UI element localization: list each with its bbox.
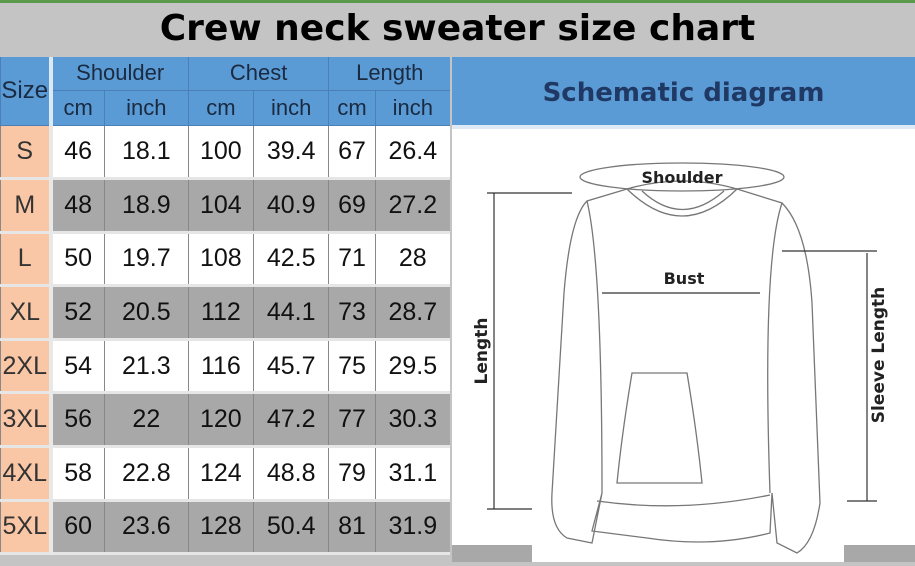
sweater-body-outline	[551, 180, 821, 554]
value-cell: 120	[187, 392, 254, 449]
value-cell: 58	[50, 446, 105, 502]
value-cell: 69	[328, 178, 376, 234]
value-cell: 108	[187, 232, 254, 288]
unit-header: inch	[252, 90, 329, 126]
value-cell: 28.7	[374, 285, 450, 341]
size-cell: S	[0, 125, 53, 181]
value-cell: 19.7	[103, 232, 189, 288]
value-cell: 75	[328, 339, 376, 395]
value-cell: 128	[187, 500, 254, 556]
value-cell: 45.7	[252, 339, 329, 395]
pocket	[616, 372, 703, 484]
value-cell: 67	[328, 125, 376, 181]
unit-header: inch	[103, 90, 189, 126]
value-cell: 60	[50, 500, 105, 556]
collar	[626, 188, 738, 217]
value-cell: 20.5	[103, 285, 189, 341]
value-cell: 21.3	[103, 339, 189, 395]
group-header: Chest	[187, 57, 329, 91]
top-border	[0, 0, 915, 3]
value-cell: 22.8	[103, 446, 189, 502]
size-cell: 2XL	[0, 339, 53, 395]
value-cell: 77	[328, 392, 376, 449]
value-cell: 52	[50, 285, 105, 341]
unit-header: cm	[328, 90, 376, 126]
unit-header: cm	[187, 90, 254, 126]
size-cell: 3XL	[0, 392, 53, 449]
size-header: Size	[0, 57, 53, 126]
value-cell: 47.2	[252, 392, 329, 449]
value-cell: 29.5	[374, 339, 450, 395]
size-cell: L	[0, 232, 53, 288]
unit-header: inch	[374, 90, 450, 126]
value-cell: 48.8	[252, 446, 329, 502]
value-cell: 50.4	[252, 500, 329, 556]
value-cell: 116	[187, 339, 254, 395]
waistband	[596, 494, 771, 507]
value-cell: 27.2	[374, 178, 450, 234]
shoulder-label: Shoulder	[642, 168, 723, 187]
table-row: M 48 18.9 104 40.9 69 27.2	[0, 178, 450, 234]
size-cell: 5XL	[0, 500, 53, 556]
value-cell: 50	[50, 232, 105, 288]
bottom-bar-right	[844, 545, 915, 562]
sweater-diagram: Shoulder Bust Length Sleeve Length	[472, 162, 889, 554]
unit-header: cm	[50, 90, 105, 126]
table-row: S 46 18.1 100 39.4 67 26.4	[0, 125, 450, 181]
value-cell: 71	[328, 232, 376, 288]
schematic-panel: Schematic diagram Shoulder Bust Length S…	[452, 57, 915, 562]
table-row: XL 52 20.5 112 44.1 73 28.7	[0, 285, 450, 341]
length-label: Length	[472, 318, 492, 385]
value-cell: 18.1	[103, 125, 189, 181]
value-cell: 46	[50, 125, 105, 181]
page-title: Crew neck sweater size chart	[0, 3, 915, 55]
value-cell: 23.6	[103, 500, 189, 556]
group-header: Length	[328, 57, 450, 91]
value-cell: 22	[103, 392, 189, 449]
value-cell: 54	[50, 339, 105, 395]
value-cell: 73	[328, 285, 376, 341]
table-row: 4XL 58 22.8 124 48.8 79 31.1	[0, 446, 450, 502]
value-cell: 31.9	[374, 500, 450, 556]
value-cell: 30.3	[374, 392, 450, 449]
group-header: Shoulder	[50, 57, 189, 91]
value-cell: 112	[187, 285, 254, 341]
value-cell: 100	[187, 125, 254, 181]
value-cell: 31.1	[374, 446, 450, 502]
size-cell: XL	[0, 285, 53, 341]
table-row: 2XL 54 21.3 116 45.7 75 29.5	[0, 339, 450, 395]
bottom-bar-left	[452, 545, 532, 562]
value-cell: 48	[50, 178, 105, 234]
value-cell: 28	[374, 232, 450, 288]
value-cell: 42.5	[252, 232, 329, 288]
value-cell: 79	[328, 446, 376, 502]
value-cell: 18.9	[103, 178, 189, 234]
table-row: 5XL 60 23.6 128 50.4 81 31.9	[0, 500, 450, 556]
size-table: Size Shoulder Chest Length cm inch cm inch c…	[0, 57, 450, 556]
bust-label: Bust	[664, 269, 705, 288]
left-seam	[586, 200, 603, 494]
value-cell: 40.9	[252, 178, 329, 234]
value-cell: 81	[328, 500, 376, 556]
value-cell: 26.4	[374, 125, 450, 181]
size-cell: M	[0, 178, 53, 234]
table-row: 3XL 56 22 120 47.2 77 30.3	[0, 392, 450, 449]
value-cell: 124	[187, 446, 254, 502]
value-cell: 104	[187, 178, 254, 234]
shoulder-ellipse	[579, 162, 785, 192]
value-cell: 56	[50, 392, 105, 449]
schematic-heading: Schematic diagram	[452, 57, 915, 129]
right-seam	[767, 202, 783, 494]
sleeve-length-label: Sleeve Length	[869, 287, 889, 424]
size-cell: 4XL	[0, 446, 53, 502]
value-cell: 44.1	[252, 285, 329, 341]
table-row: L 50 19.7 108 42.5 71 28	[0, 232, 450, 288]
value-cell: 39.4	[252, 125, 329, 181]
